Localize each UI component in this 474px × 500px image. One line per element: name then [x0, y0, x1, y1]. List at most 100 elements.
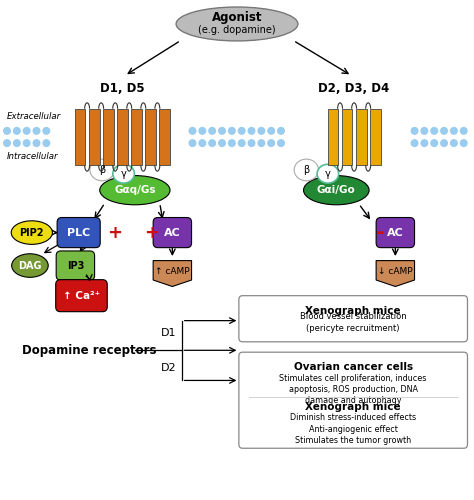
- Text: β: β: [303, 165, 310, 175]
- FancyBboxPatch shape: [376, 218, 415, 248]
- Circle shape: [4, 140, 10, 146]
- Text: Gαi/Go: Gαi/Go: [317, 185, 356, 195]
- Circle shape: [411, 128, 418, 134]
- Circle shape: [43, 140, 50, 146]
- Ellipse shape: [294, 159, 319, 181]
- Text: Dopamine receptors: Dopamine receptors: [22, 344, 157, 357]
- Circle shape: [238, 128, 245, 134]
- Text: ↑ cAMP: ↑ cAMP: [155, 267, 190, 276]
- Circle shape: [219, 128, 225, 134]
- Circle shape: [258, 140, 264, 146]
- Circle shape: [248, 128, 255, 134]
- Circle shape: [4, 128, 10, 134]
- Bar: [89, 108, 100, 165]
- Bar: [328, 108, 338, 165]
- Ellipse shape: [12, 254, 48, 278]
- Text: ↓ cAMP: ↓ cAMP: [378, 267, 413, 276]
- Ellipse shape: [113, 164, 135, 183]
- Bar: [342, 108, 353, 165]
- Circle shape: [451, 140, 457, 146]
- Circle shape: [268, 128, 274, 134]
- Circle shape: [411, 140, 418, 146]
- Text: γ: γ: [325, 168, 331, 178]
- Text: -: -: [375, 222, 384, 242]
- Circle shape: [209, 140, 216, 146]
- Bar: [117, 108, 128, 165]
- Text: D1: D1: [161, 328, 176, 338]
- Text: D2, D3, D4: D2, D3, D4: [319, 82, 390, 95]
- Text: Agonist: Agonist: [212, 12, 262, 24]
- Bar: [159, 108, 170, 165]
- Polygon shape: [376, 260, 415, 286]
- Bar: [145, 108, 156, 165]
- Circle shape: [199, 140, 206, 146]
- Text: +: +: [144, 224, 159, 242]
- FancyBboxPatch shape: [153, 218, 191, 248]
- Polygon shape: [153, 260, 191, 286]
- Ellipse shape: [11, 221, 53, 244]
- Circle shape: [219, 140, 225, 146]
- Circle shape: [451, 128, 457, 134]
- Text: Stimulates cell proliferation, induces
apoptosis, ROS production, DNA
damage and: Stimulates cell proliferation, induces a…: [280, 374, 427, 405]
- Text: Gαq/Gs: Gαq/Gs: [114, 185, 155, 195]
- Text: β: β: [99, 165, 105, 175]
- Circle shape: [460, 128, 467, 134]
- Text: Extracellular: Extracellular: [7, 112, 61, 122]
- Ellipse shape: [317, 164, 338, 183]
- Circle shape: [23, 128, 30, 134]
- Ellipse shape: [90, 159, 114, 181]
- Circle shape: [189, 128, 196, 134]
- Circle shape: [43, 128, 50, 134]
- Circle shape: [278, 128, 284, 134]
- Text: ↑ Ca²⁺: ↑ Ca²⁺: [63, 290, 100, 300]
- Circle shape: [199, 128, 206, 134]
- Bar: [131, 108, 142, 165]
- Ellipse shape: [100, 176, 170, 205]
- FancyBboxPatch shape: [57, 218, 100, 248]
- Circle shape: [14, 140, 20, 146]
- Text: PLC: PLC: [67, 228, 90, 237]
- FancyBboxPatch shape: [56, 280, 107, 312]
- Circle shape: [228, 128, 235, 134]
- Bar: [370, 108, 381, 165]
- Text: AC: AC: [387, 228, 404, 237]
- Circle shape: [431, 140, 438, 146]
- Circle shape: [278, 140, 284, 146]
- Text: Diminish stress-induced effects
Anti-angiogenic effect
Stimulates the tumor grow: Diminish stress-induced effects Anti-ang…: [290, 414, 416, 444]
- Circle shape: [189, 140, 196, 146]
- FancyBboxPatch shape: [239, 352, 467, 448]
- Text: Ovarian cancer cells: Ovarian cancer cells: [293, 362, 413, 372]
- Ellipse shape: [303, 176, 369, 205]
- Text: DAG: DAG: [18, 260, 42, 270]
- Text: +: +: [107, 224, 122, 242]
- Bar: [75, 108, 85, 165]
- Text: Xenograph mice: Xenograph mice: [305, 306, 401, 316]
- Circle shape: [228, 140, 235, 146]
- FancyBboxPatch shape: [239, 296, 467, 342]
- Circle shape: [421, 128, 428, 134]
- Text: Blood vessel stabilization
(pericyte recruitment): Blood vessel stabilization (pericyte rec…: [300, 312, 407, 332]
- Bar: [103, 108, 114, 165]
- FancyBboxPatch shape: [56, 251, 95, 280]
- Text: Intracellular: Intracellular: [7, 152, 58, 162]
- Circle shape: [209, 128, 216, 134]
- Text: (e.g. dopamine): (e.g. dopamine): [198, 25, 276, 35]
- Circle shape: [460, 140, 467, 146]
- Text: Xenograph mice: Xenograph mice: [305, 402, 401, 412]
- Circle shape: [248, 140, 255, 146]
- Circle shape: [14, 128, 20, 134]
- Circle shape: [258, 128, 264, 134]
- Text: AC: AC: [164, 228, 181, 237]
- Text: D1, D5: D1, D5: [100, 82, 145, 95]
- Circle shape: [421, 140, 428, 146]
- Circle shape: [23, 140, 30, 146]
- Ellipse shape: [176, 7, 298, 41]
- Text: PIP2: PIP2: [19, 228, 44, 237]
- Bar: [356, 108, 366, 165]
- Text: γ: γ: [121, 168, 127, 178]
- Text: D2: D2: [161, 362, 176, 372]
- Circle shape: [431, 128, 438, 134]
- Circle shape: [441, 128, 447, 134]
- Circle shape: [441, 140, 447, 146]
- Circle shape: [33, 128, 40, 134]
